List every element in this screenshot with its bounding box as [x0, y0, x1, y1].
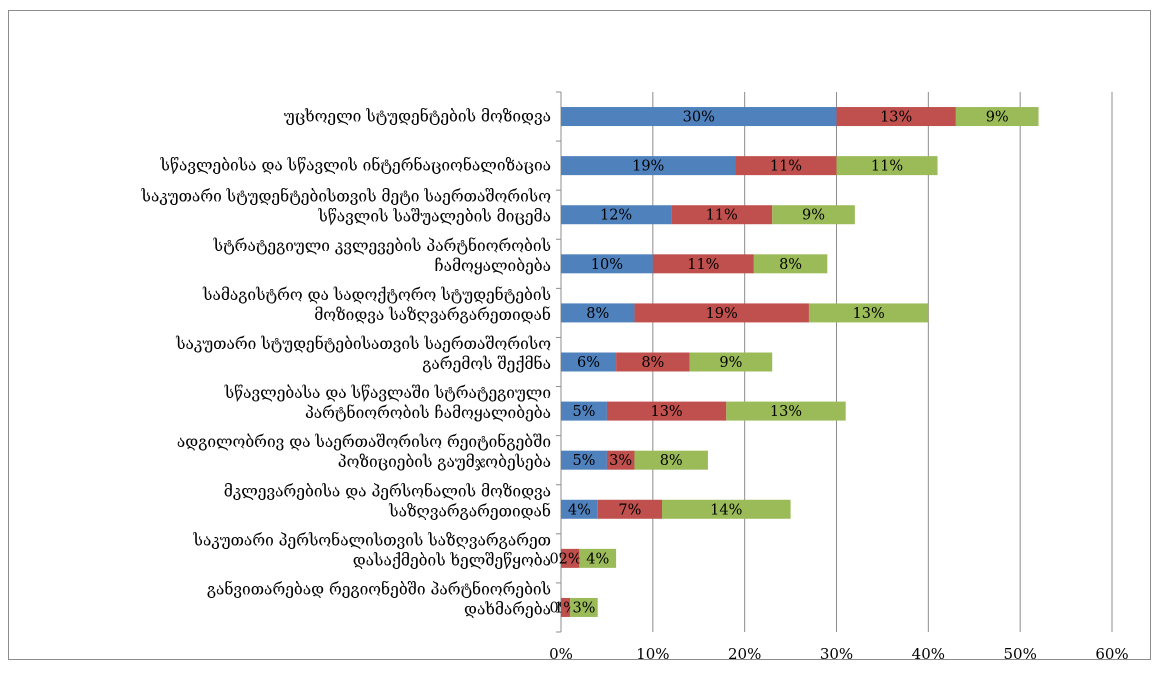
bar-segment — [570, 597, 598, 617]
data-label: 11% — [706, 208, 738, 224]
data-label: 11% — [770, 159, 802, 175]
bar-segment — [652, 254, 754, 274]
data-label: 12% — [600, 208, 632, 224]
category-label: მკლევარებისა და პერსონალის მოზიდვა — [224, 482, 551, 500]
bar-segment — [808, 303, 929, 323]
bar-segment — [634, 450, 708, 470]
data-label: 7% — [618, 502, 641, 518]
category-label: დახმარება — [464, 600, 551, 618]
data-label: 9% — [719, 355, 742, 371]
x-tick-label: 20% — [728, 645, 761, 663]
data-label: 13% — [650, 404, 682, 420]
data-label: 6% — [577, 355, 600, 371]
category-label: მოზიდვა საზღვარგარეთიდან — [314, 306, 551, 324]
bar-segment — [836, 107, 956, 127]
data-label: 10% — [591, 257, 623, 273]
bar-segment — [561, 450, 607, 470]
bar-segment — [836, 156, 938, 176]
x-tick-label: 60% — [1095, 645, 1128, 663]
bar-segment — [561, 401, 607, 421]
bar-segment — [616, 352, 690, 372]
bar-segment — [606, 450, 635, 470]
bar-segment — [662, 499, 791, 519]
data-label: 30% — [683, 110, 715, 126]
x-tick-label: 50% — [1003, 645, 1036, 663]
bar-segment — [561, 352, 617, 372]
category-label: საკუთარი პერსონალისთვის საზღვარგარეთ — [193, 531, 551, 549]
category-label: სწავლებასა და სწავლაში სტრატეგიული — [224, 384, 551, 402]
data-label: 4% — [568, 502, 591, 518]
data-label: 19% — [632, 159, 664, 175]
data-label: 8% — [779, 257, 802, 273]
category-label: სწავლის საშუალების მიცემა — [317, 208, 551, 226]
bar-segment — [561, 499, 598, 519]
data-label: 3% — [609, 453, 632, 469]
data-label: 4% — [586, 551, 609, 567]
data-label: 5% — [572, 404, 595, 420]
data-label: 8% — [660, 453, 683, 469]
data-label: 8% — [641, 355, 664, 371]
data-label: 8% — [586, 306, 609, 322]
data-label: 19% — [706, 306, 738, 322]
bar-segment — [561, 254, 653, 274]
bar-segment — [772, 205, 855, 225]
x-tick-label: 10% — [636, 645, 669, 663]
category-label: სწავლებისა და სწავლის ინტერნაციონალიზაცი… — [160, 157, 551, 175]
bar-segment — [561, 107, 837, 127]
category-label: განვითარებად რეგიონებში პარტნიორების — [207, 580, 551, 598]
data-label: 11% — [871, 159, 903, 175]
bar-segment — [597, 499, 663, 519]
bar-segment — [561, 597, 571, 617]
bar-segment — [579, 548, 617, 568]
bar-segment — [955, 107, 1039, 127]
bar-segment — [561, 303, 635, 323]
category-label: ადგილობრივ და საერთაშორისო რეიტინგებში — [177, 433, 551, 451]
data-label: 14% — [710, 502, 742, 518]
bar-segment — [726, 401, 846, 421]
data-label: 13% — [770, 404, 802, 420]
data-label: 3% — [572, 600, 595, 616]
bar-segment — [561, 156, 736, 176]
category-label: ჩამოყალიბება — [435, 257, 552, 275]
category-label: სამაგისტრო და სადოქტორო სტუდენტების — [202, 286, 551, 304]
data-label: 13% — [880, 110, 912, 126]
bar-segment — [671, 205, 773, 225]
data-label: 5% — [572, 453, 595, 469]
bar-segment — [561, 205, 672, 225]
bar-segment — [689, 352, 773, 372]
data-label: 11% — [687, 257, 719, 273]
bar-segment — [634, 303, 809, 323]
x-tick-label: 30% — [820, 645, 853, 663]
data-label: 2% — [559, 551, 582, 567]
category-label: პოზიციების გაუმჯობესება — [338, 453, 551, 471]
bar-segment — [561, 548, 580, 568]
bar-segment — [753, 254, 828, 274]
bar-segment — [606, 401, 727, 421]
category-label: დასაქმების ხელშეწყობა — [353, 551, 551, 569]
data-label: 9% — [802, 208, 825, 224]
data-label: 13% — [853, 306, 885, 322]
category-label: საკუთარი სტუდენტებისთვის მეტი საერთაშორი… — [141, 188, 551, 206]
x-tick-label: 40% — [912, 645, 945, 663]
category-label: უცხოელი სტუდენტების მოზიდვა — [284, 108, 551, 126]
category-label: გარემოს შექმნა — [422, 355, 551, 373]
category-label: საკუთარი სტუდენტებისათვის საერთაშორისო — [175, 335, 551, 353]
category-label: საზღვარგარეთიდან — [388, 502, 551, 520]
bar-segment — [735, 156, 837, 176]
data-label: 9% — [986, 110, 1009, 126]
category-label: პარტნიორობის ჩამოყალიბება — [305, 404, 551, 422]
x-tick-label: 0% — [549, 645, 573, 663]
category-label: სტრატეგიული კვლევების პარტნიორობის — [213, 237, 551, 255]
